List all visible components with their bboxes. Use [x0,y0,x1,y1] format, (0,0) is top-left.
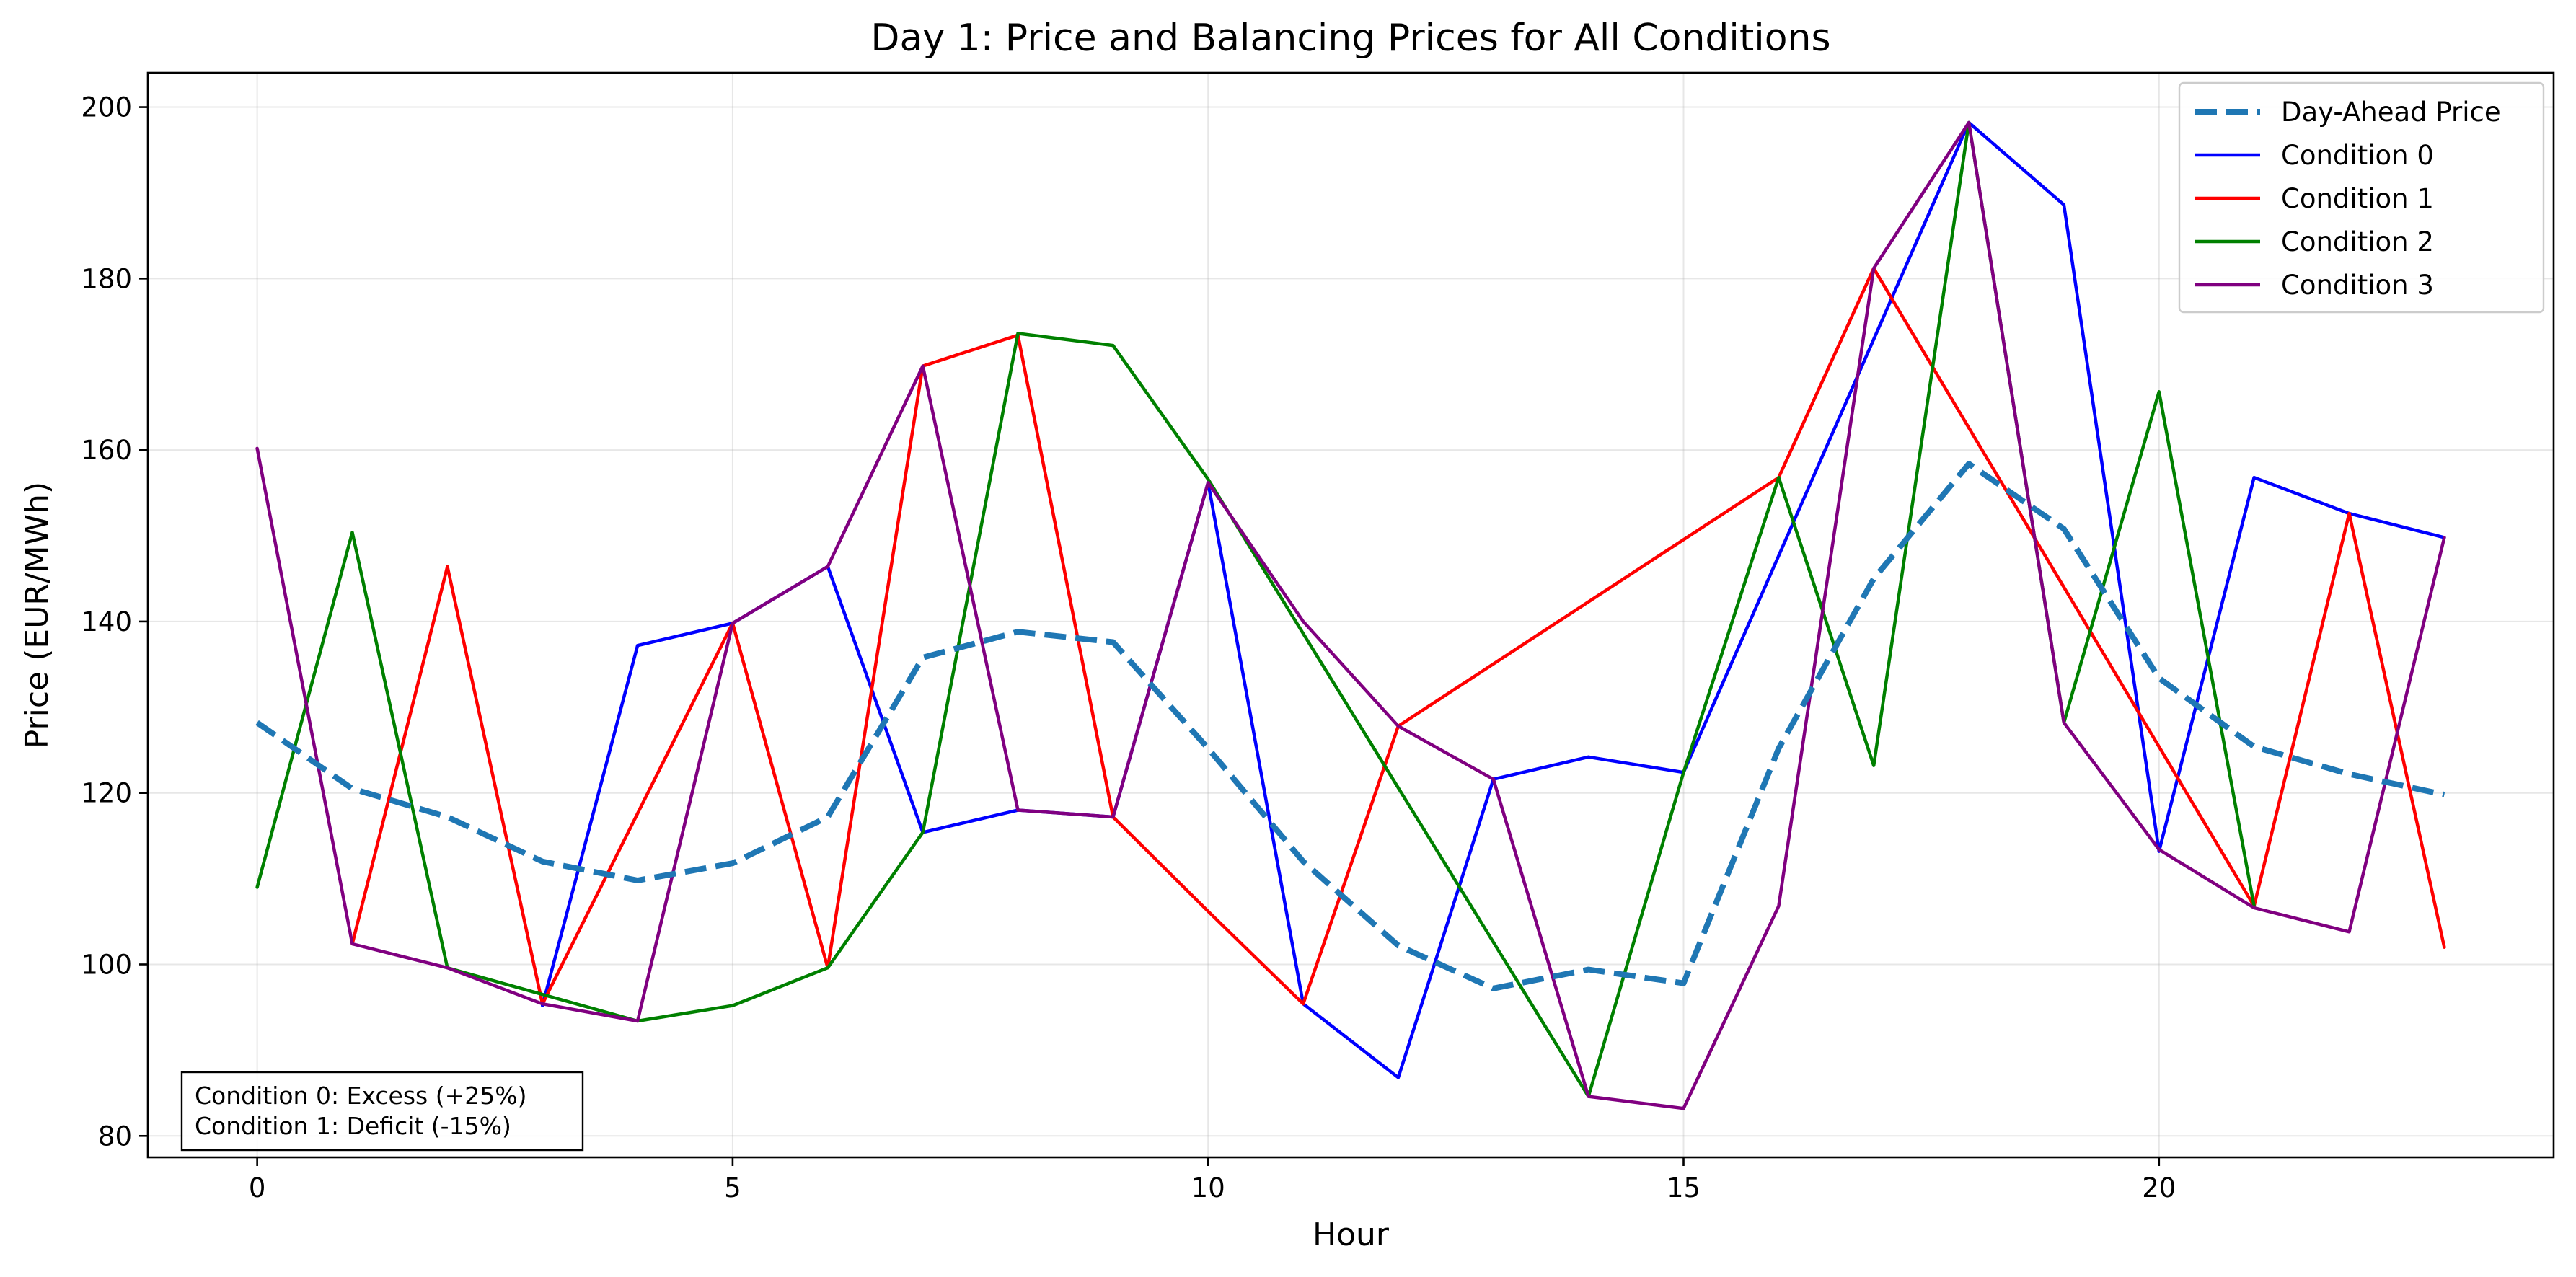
y-tick-label-180: 180 [81,263,132,294]
legend-label-condition-3: Condition 3 [2281,270,2434,301]
x-tick-label-10: 10 [1191,1172,1225,1203]
x-tick-label-0: 0 [249,1172,266,1203]
series-day-ahead-price [255,461,2445,991]
x-tick-label-15: 15 [1667,1172,1701,1203]
annotation-line-1: Condition 1: Deficit (-15%) [195,1112,511,1140]
y-tick-label-200: 200 [81,92,132,123]
series-condition-3 [255,120,2446,1110]
chart-title: Day 1: Price and Balancing Prices for Al… [870,17,1830,60]
legend: Day-Ahead Price Condition 0 Condition 1 Con… [2178,81,2545,314]
y-tick-label-160: 160 [81,435,132,466]
annotation-box: Condition 0: Excess (+25%)Condition 1: D… [180,1071,584,1152]
y-axis-label: Price (EUR/MWh) [19,482,56,748]
y-tick-label-140: 140 [81,606,132,637]
x-tick-label-20: 20 [2142,1172,2176,1203]
x-tick-label-5: 5 [724,1172,741,1203]
plot-frame [146,71,2555,1159]
axis-ticks: 0 5 10 15 20 80 100 120 140 160 180 200 [81,92,2176,1203]
annotation-line-0: Condition 0: Excess (+25%) [195,1082,526,1110]
legend-frame [2178,81,2545,314]
legend-label-condition-2: Condition 2 [2281,226,2434,257]
series-condition-1 [350,266,2446,1006]
annotation-frame [180,1071,584,1152]
legend-label-day-ahead-price: Day-Ahead Price [2281,97,2501,128]
x-axis-label: Hour [1313,1216,1390,1253]
series-line-condition-3 [255,120,2446,1110]
y-tick-label-80: 80 [98,1121,132,1152]
series-line-condition-1 [350,266,2446,1006]
y-tick-label-120: 120 [81,778,132,809]
legend-label-condition-1: Condition 1 [2281,183,2434,214]
y-tick-label-100: 100 [81,949,132,980]
series-line-day-ahead-price [255,461,2445,991]
series-layer [255,120,2446,1110]
legend-label-condition-0: Condition 0 [2281,140,2434,171]
